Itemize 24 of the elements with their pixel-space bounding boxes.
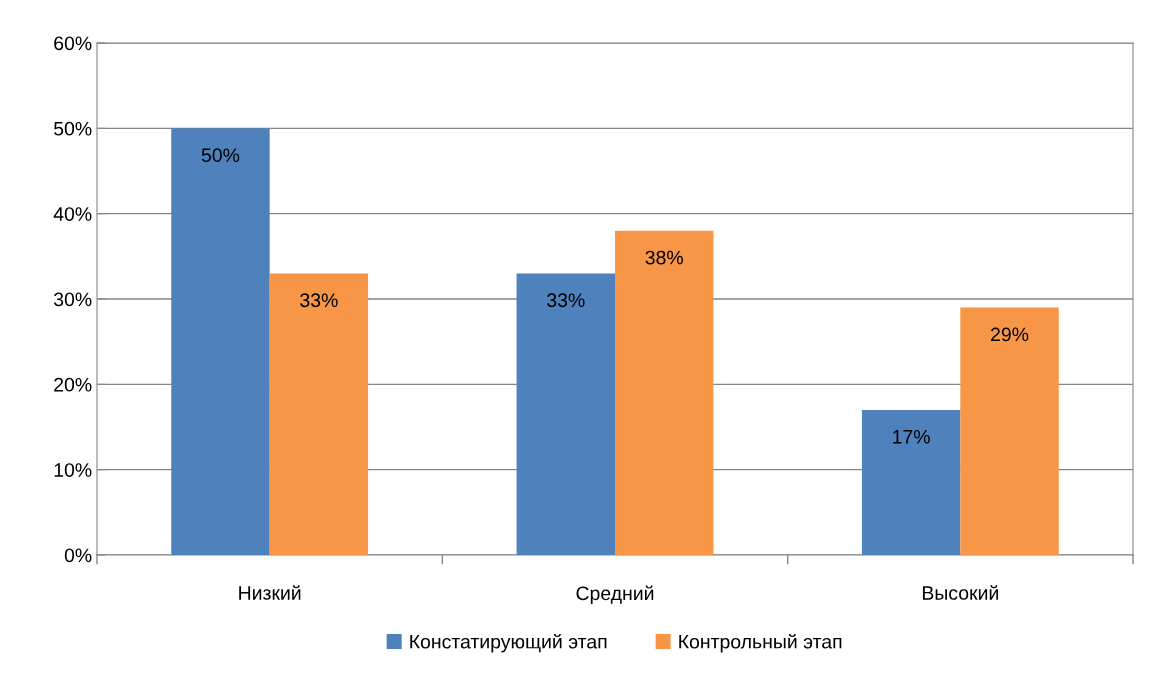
legend-label: Констатирующий этап	[410, 633, 607, 653]
bar	[516, 273, 615, 555]
bar	[269, 273, 369, 555]
data-label: 38%	[645, 250, 683, 265]
data-label: 33%	[547, 293, 585, 308]
x-tick-label: Средний	[576, 585, 654, 605]
bar	[615, 230, 714, 555]
bar	[960, 307, 1059, 555]
y-tick-label: 50%	[54, 121, 92, 136]
data-label: 29%	[991, 327, 1029, 342]
y-tick-label: 0%	[64, 548, 92, 563]
data-label: 33%	[300, 293, 338, 308]
x-tick-label: Низкий	[239, 585, 301, 600]
legend-label: Контрольный этап	[679, 633, 842, 653]
y-tick-label: 10%	[54, 463, 92, 477]
x-tick-label: Высокий	[922, 585, 998, 600]
y-tick-label: 20%	[54, 377, 92, 392]
y-tick-label: 40%	[53, 207, 92, 221]
y-tick-label: 60%	[54, 36, 92, 51]
data-label: 50%	[201, 148, 240, 163]
data-label: 17%	[893, 429, 930, 444]
bar	[171, 128, 270, 555]
bar	[861, 409, 961, 555]
y-tick-label: 30%	[53, 292, 92, 307]
